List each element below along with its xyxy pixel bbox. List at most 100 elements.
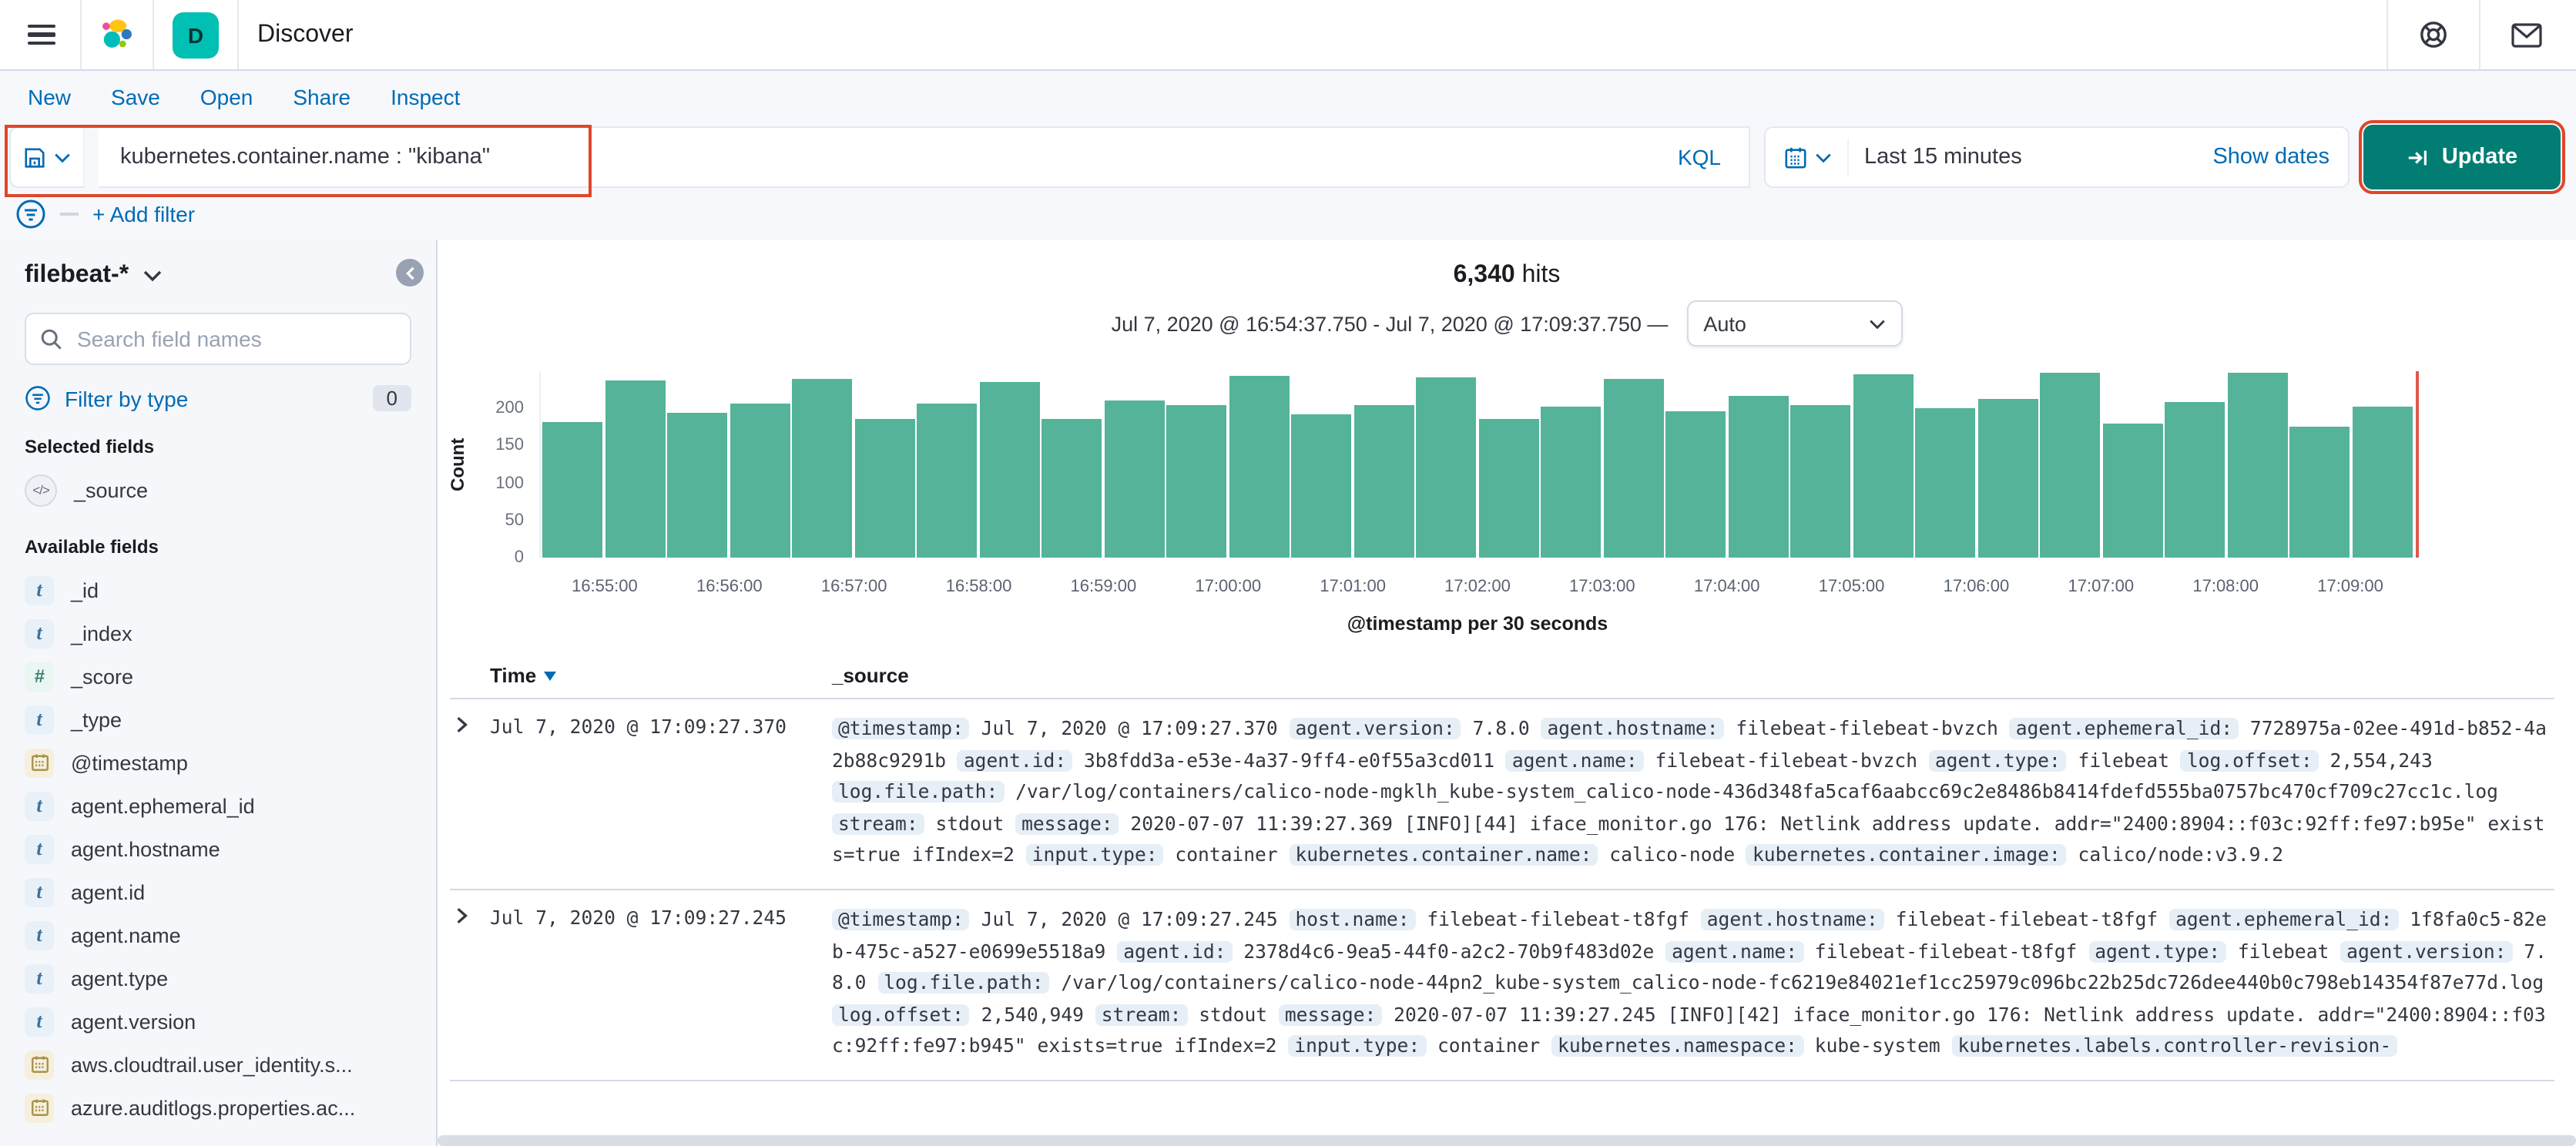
field-item-_id[interactable]: t _id — [25, 568, 411, 612]
index-pattern-label: filebeat-* — [25, 262, 129, 288]
elastic-logo[interactable] — [100, 18, 134, 52]
cell-time: Jul 7, 2020 @ 17:09:27.245 — [490, 906, 787, 929]
field-item-_type[interactable]: t _type — [25, 698, 411, 741]
expand-row-button[interactable] — [450, 713, 490, 872]
field-item-_source[interactable]: </> _source — [25, 468, 411, 511]
histogram-bar-16:59:00[interactable] — [1104, 400, 1165, 558]
field-badge: agent.ephemeral_id: — [2169, 908, 2399, 930]
histogram-plot[interactable]: 16:55:00 16:56:00 16:57:00 16:58:00 16:59:00… — [539, 371, 2419, 596]
histogram-bar-17:08:30[interactable] — [2289, 427, 2350, 558]
histogram-bar-16:57:30[interactable] — [917, 403, 978, 558]
field-name: _source — [74, 478, 149, 501]
field-item-_score[interactable]: # _score — [25, 655, 411, 698]
newsfeed-button[interactable] — [2499, 16, 2554, 53]
toolbar-link-share[interactable]: Share — [293, 85, 351, 109]
page-title: Discover — [257, 21, 354, 47]
update-button[interactable]: Update — [2359, 120, 2565, 194]
field-search-input[interactable] — [74, 325, 396, 353]
field-name: agent.id — [71, 880, 146, 903]
histogram-bar-17:06:00[interactable] — [1977, 399, 2038, 558]
date-quick-menu-button[interactable] — [1784, 139, 1849, 176]
histogram-bar-16:54:30[interactable] — [542, 422, 603, 558]
toolbar-link-inspect[interactable]: Inspect — [391, 85, 461, 109]
field-badge: agent.version: — [2340, 940, 2513, 963]
query-input[interactable]: kubernetes.container.name : "kibana" KQL — [99, 126, 1750, 188]
field-item-agent.id[interactable]: t agent.id — [25, 870, 411, 913]
field-item-agent.type[interactable]: t agent.type — [25, 957, 411, 1000]
horizontal-scrollbar[interactable] — [438, 1135, 2576, 1146]
histogram-bar-17:00:30[interactable] — [1291, 414, 1352, 558]
field-item-aws.cloudtrail.user_identity.s...[interactable]: aws.cloudtrail.user_identity.s... — [25, 1043, 411, 1086]
header-divider — [153, 0, 154, 69]
field-badge: agent.type: — [1928, 749, 2067, 772]
expand-row-button[interactable] — [450, 904, 490, 1063]
histogram-bar-17:05:00[interactable] — [1853, 374, 1914, 558]
histogram-bar-17:07:30[interactable] — [2165, 402, 2225, 558]
date-picker: Last 15 minutes Show dates — [1764, 126, 2350, 188]
field-item-_index[interactable]: t _index — [25, 612, 411, 655]
field-item-@timestamp[interactable]: @timestamp — [25, 741, 411, 784]
column-header-time[interactable]: Time — [490, 664, 832, 687]
chevron-down-icon — [54, 152, 71, 163]
histogram-bar-16:58:30[interactable] — [1041, 418, 1102, 558]
histogram-bar-16:58:00[interactable] — [979, 382, 1040, 558]
x-axis-title: @timestamp per 30 seconds — [1347, 613, 1608, 635]
saved-query-menu-button[interactable] — [9, 126, 85, 188]
field-badge: message: — [1015, 813, 1119, 835]
histogram-bar-17:00:00[interactable] — [1229, 376, 1290, 558]
toolbar-link-new[interactable]: New — [28, 85, 72, 109]
source-field-icon: </> — [25, 474, 57, 506]
index-pattern-selector[interactable]: filebeat-* — [25, 262, 411, 290]
histogram-bar-17:06:30[interactable] — [2040, 372, 2101, 558]
filter-by-type-button[interactable]: Filter by type 0 — [25, 385, 411, 411]
histogram-bar-16:57:00[interactable] — [854, 418, 915, 558]
histogram-bar-17:09:00[interactable] — [2352, 407, 2413, 558]
histogram-bar-17:01:00[interactable] — [1353, 404, 1414, 558]
y-tick-label: 0 — [514, 548, 524, 567]
histogram-bar-17:01:30[interactable] — [1416, 377, 1477, 558]
filter-options-button[interactable] — [15, 199, 46, 230]
help-button[interactable] — [2407, 14, 2460, 55]
histogram-bar-17:03:00[interactable] — [1603, 378, 1664, 558]
add-filter-button[interactable]: + Add filter — [92, 202, 196, 226]
table-row-1: Jul 7, 2020 @ 17:09:27.245 @timestamp: Ju… — [450, 890, 2554, 1081]
time-range-label[interactable]: Last 15 minutes — [1864, 145, 2022, 169]
show-dates-button[interactable]: Show dates — [2212, 145, 2329, 169]
discover-app-badge[interactable]: D — [173, 12, 219, 58]
histogram-bar-17:02:30[interactable] — [1541, 406, 1602, 558]
field-item-azure.auditlogs.properties.ac...[interactable]: azure.auditlogs.properties.ac... — [25, 1086, 411, 1129]
calendar-icon — [1784, 146, 1807, 169]
toolbar-link-save[interactable]: Save — [111, 85, 160, 109]
field-item-agent.version[interactable]: t agent.version — [25, 1000, 411, 1043]
field-item-agent.name[interactable]: t agent.name — [25, 913, 411, 957]
histogram-bar-16:59:30[interactable] — [1166, 404, 1227, 558]
x-tick-label: 17:02:00 — [1444, 578, 1511, 596]
histogram-bar-17:04:00[interactable] — [1728, 395, 1789, 558]
field-badge: host.name: — [1289, 908, 1416, 930]
histogram-bar-17:08:00[interactable] — [2227, 372, 2288, 558]
collapse-sidebar-button[interactable] — [396, 259, 424, 286]
toolbar-link-open[interactable]: Open — [200, 85, 253, 109]
field-item-agent.hostname[interactable]: t agent.hostname — [25, 827, 411, 870]
histogram-bar-17:03:30[interactable] — [1665, 410, 1726, 558]
hamburger-menu-button[interactable] — [22, 13, 62, 56]
histogram-bar-17:02:00[interactable] — [1478, 419, 1539, 558]
histogram-bar-17:07:00[interactable] — [2102, 423, 2163, 558]
query-language-button[interactable]: KQL — [1677, 145, 1721, 169]
newsfeed-icon — [2511, 22, 2542, 47]
field-item-agent.ephemeral_id[interactable]: t agent.ephemeral_id — [25, 784, 411, 827]
cell-source: @timestamp: Jul 7, 2020 @ 17:09:27.245 h… — [832, 908, 2547, 1057]
x-tick-label: 17:09:00 — [2317, 578, 2383, 596]
time-range-display: Jul 7, 2020 @ 16:54:37.750 - Jul 7, 2020… — [1111, 312, 1669, 335]
histogram-bar-17:04:30[interactable] — [1790, 404, 1851, 558]
histogram-bar-17:05:30[interactable] — [1915, 408, 1976, 558]
interval-select[interactable]: Auto — [1686, 300, 1903, 347]
filter-icon — [15, 199, 46, 230]
string-field-icon: t — [25, 705, 54, 734]
histogram-bar-16:55:30[interactable] — [667, 412, 728, 558]
header-divider — [2479, 0, 2480, 69]
histogram-bar-16:56:00[interactable] — [730, 403, 790, 558]
histogram-bar-16:56:30[interactable] — [792, 378, 853, 558]
available-fields-list: t _id t _index # _score t _type @timestamp t agent… — [25, 568, 411, 1129]
histogram-bar-16:55:00[interactable] — [605, 380, 666, 558]
